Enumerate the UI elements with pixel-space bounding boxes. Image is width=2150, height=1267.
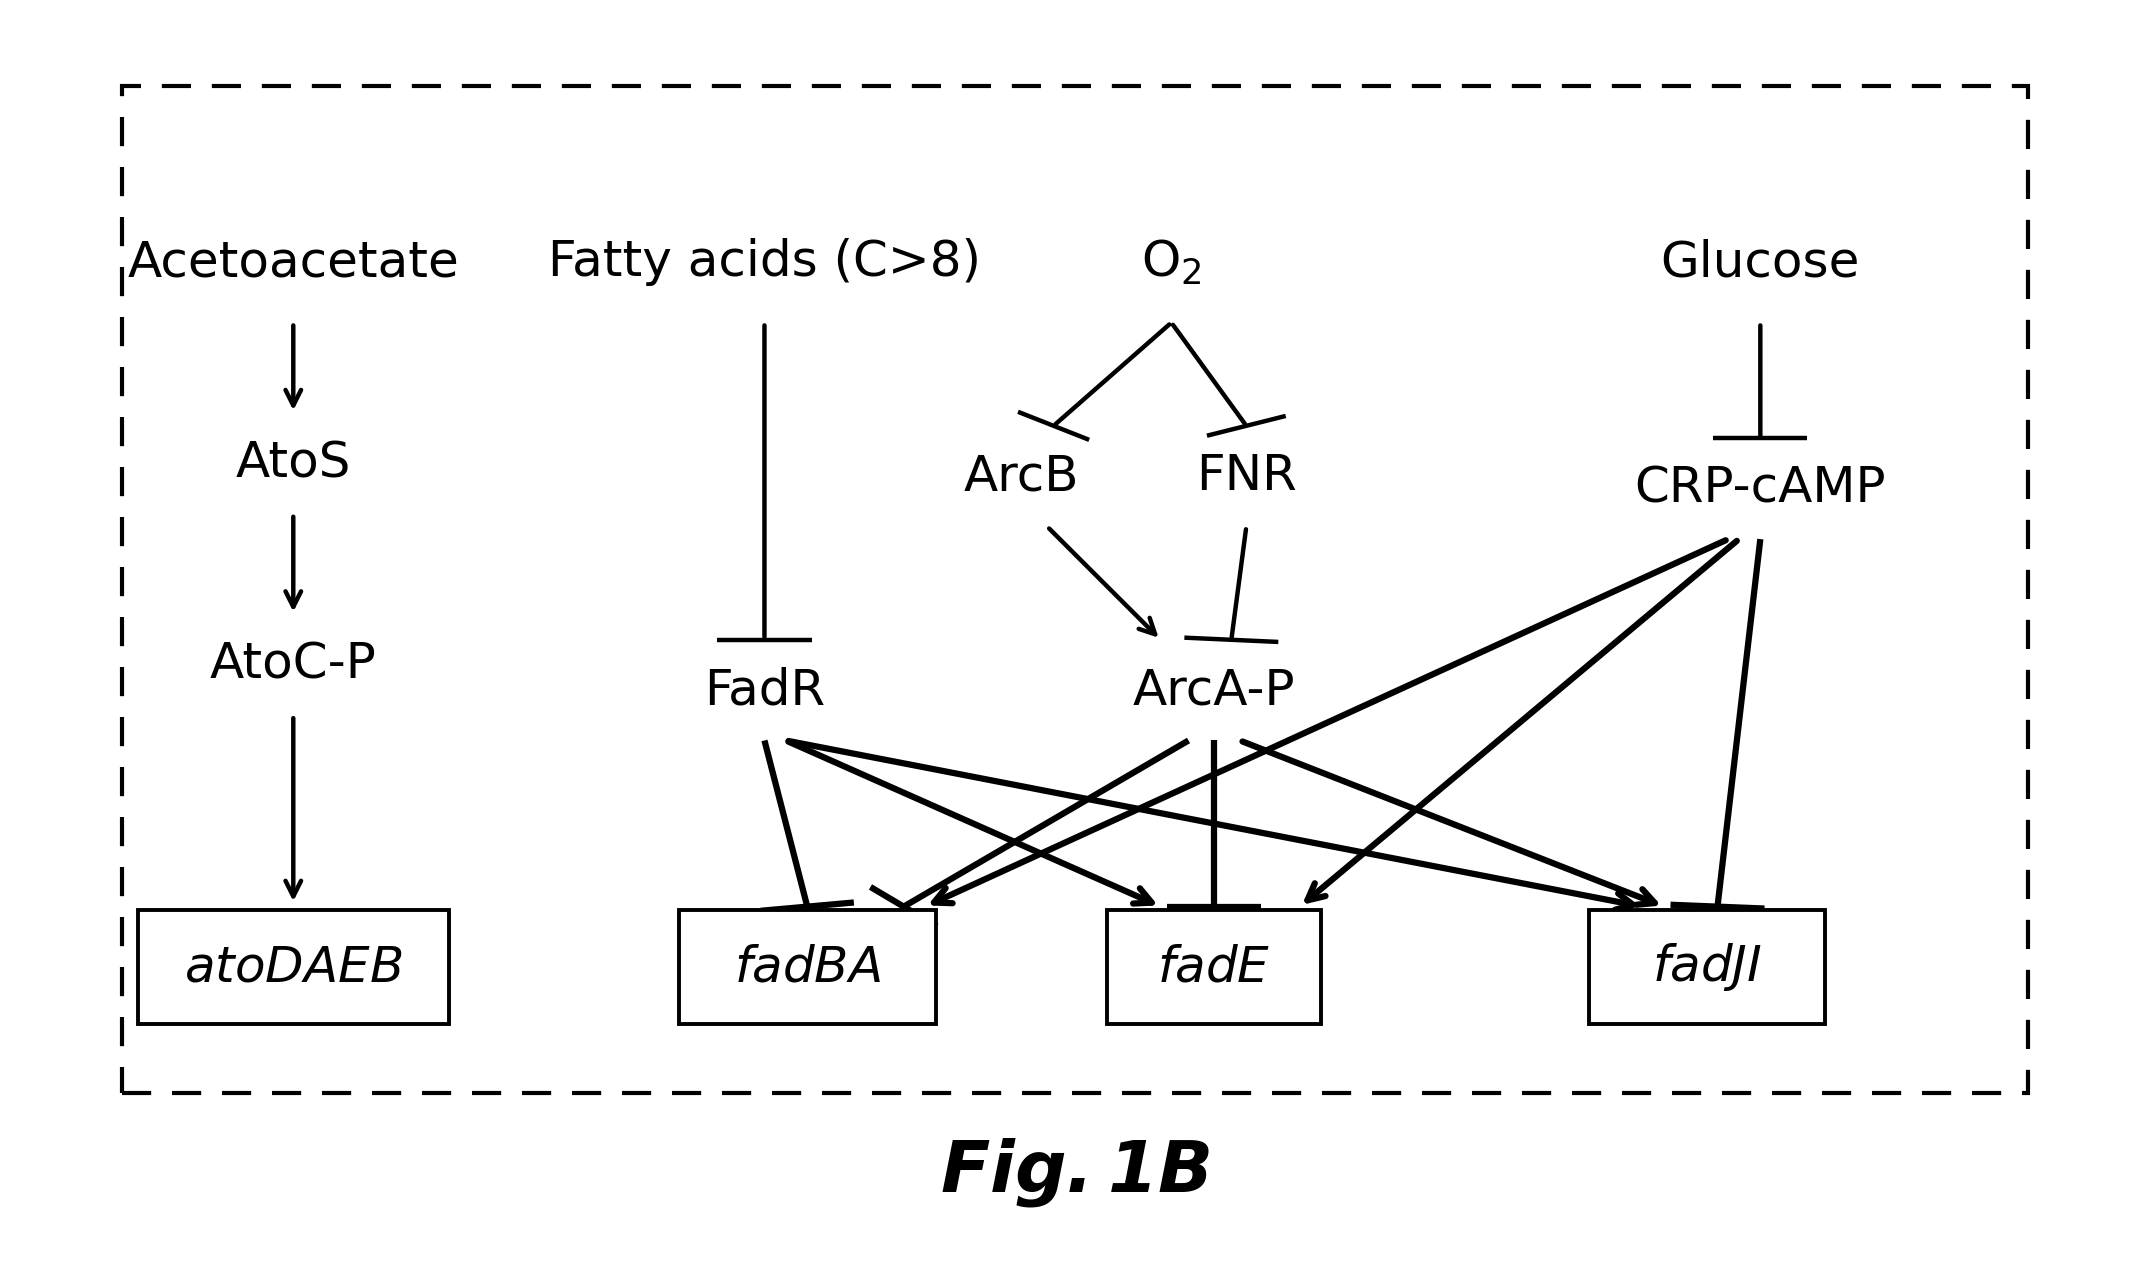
Bar bbox=[138, 911, 449, 1024]
Text: FNR: FNR bbox=[1195, 452, 1296, 500]
Bar bbox=[679, 911, 935, 1024]
Text: ArcB: ArcB bbox=[963, 452, 1079, 500]
Text: Glucose: Glucose bbox=[1660, 238, 1860, 286]
Text: $\it{fadBA}$: $\it{fadBA}$ bbox=[733, 943, 882, 991]
Text: $\it{fadJI}$: $\it{fadJI}$ bbox=[1651, 941, 1761, 993]
Bar bbox=[123, 86, 2027, 1093]
Text: CRP-cAMP: CRP-cAMP bbox=[1634, 465, 1886, 513]
Text: ArcA-P: ArcA-P bbox=[1133, 666, 1296, 715]
Text: Fatty acids (C>8): Fatty acids (C>8) bbox=[548, 238, 980, 286]
Text: Acetoacetate: Acetoacetate bbox=[127, 238, 460, 286]
Bar bbox=[1589, 911, 1825, 1024]
Text: $\it{fadE}$: $\it{fadE}$ bbox=[1157, 943, 1271, 991]
Text: $\mathrm{O_2}$: $\mathrm{O_2}$ bbox=[1142, 238, 1202, 286]
Text: AtoC-P: AtoC-P bbox=[211, 641, 376, 689]
Text: $\it{atoDAEB}$: $\it{atoDAEB}$ bbox=[185, 943, 402, 991]
Text: $\bfit{Fig.1B}$: $\bfit{Fig.1B}$ bbox=[940, 1135, 1210, 1209]
Text: FadR: FadR bbox=[703, 666, 826, 715]
Bar bbox=[1107, 911, 1322, 1024]
Text: AtoS: AtoS bbox=[236, 440, 350, 488]
